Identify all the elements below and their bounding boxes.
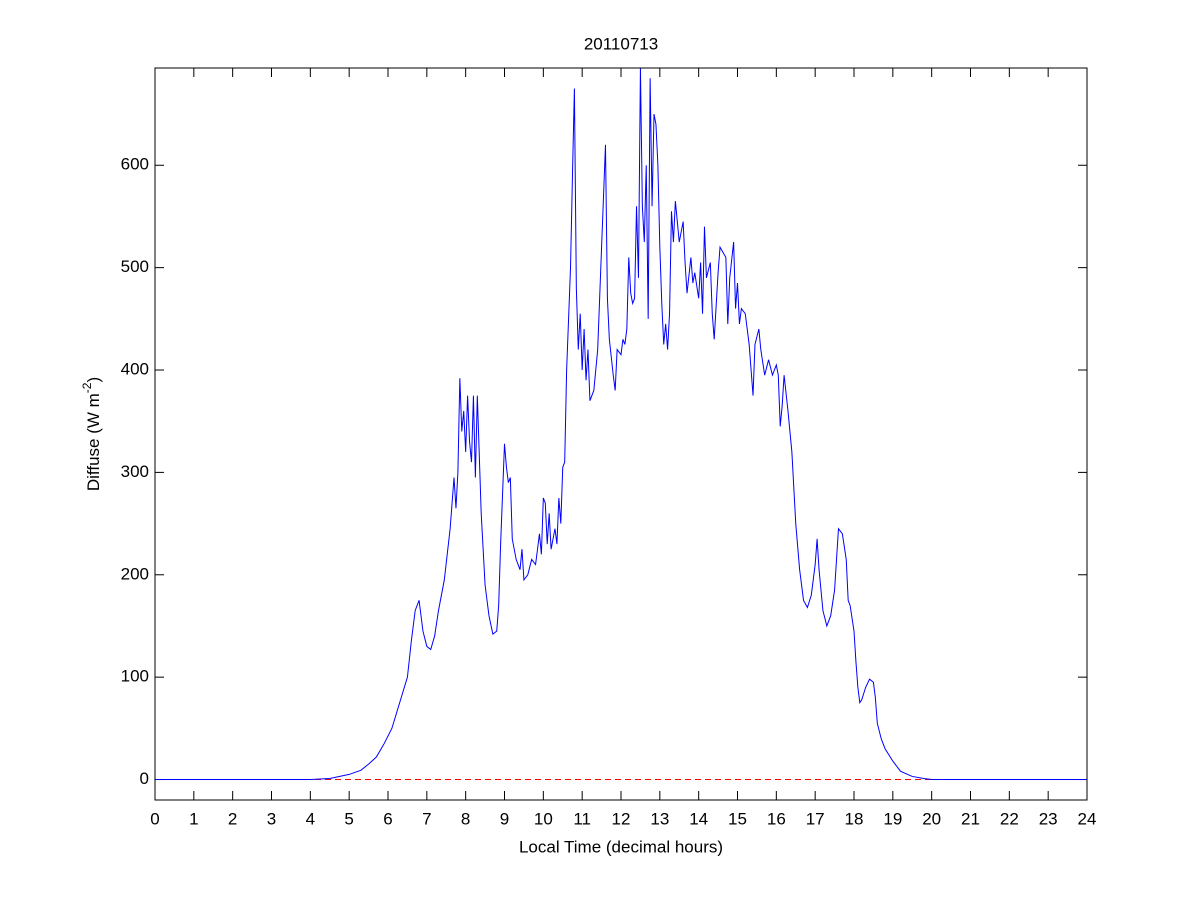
chart-title: 20110713	[584, 34, 658, 53]
y-tick-label: 300	[121, 462, 149, 481]
y-tick-label: 100	[121, 667, 149, 686]
x-tick-label: 11	[573, 809, 591, 828]
x-tick-label: 14	[689, 809, 708, 828]
y-tick-label: 600	[121, 155, 149, 174]
x-axis-label: Local Time (decimal hours)	[519, 837, 723, 856]
x-tick-label: 21	[961, 809, 980, 828]
x-tick-label: 8	[461, 809, 470, 828]
data-line	[155, 67, 1087, 781]
x-tick-label: 24	[1078, 809, 1097, 828]
x-tick-label: 20	[922, 809, 941, 828]
x-tick-label: 16	[767, 809, 786, 828]
y-axis-label: Diffuse (W m-2)	[80, 377, 103, 491]
x-tick-label: 7	[422, 809, 431, 828]
x-tick-label: 1	[189, 809, 198, 828]
axes-box	[154, 67, 1088, 801]
x-tick-label: 10	[534, 809, 553, 828]
y-tick-label: 0	[140, 769, 149, 788]
y-label-superscript: -2	[80, 382, 94, 393]
x-tick-label: 17	[806, 809, 825, 828]
x-tick-label: 23	[1039, 809, 1058, 828]
x-tick-label: 0	[150, 809, 159, 828]
y-label-text: Diffuse (W m	[84, 393, 103, 491]
x-tick-label: 6	[383, 809, 392, 828]
x-tick-label: 22	[1000, 809, 1019, 828]
x-tick-label: 4	[306, 809, 315, 828]
y-label-suffix: )	[84, 377, 103, 383]
y-tick-label: 400	[121, 359, 149, 378]
x-tick-label: 2	[228, 809, 237, 828]
x-tick-label: 12	[612, 809, 631, 828]
x-tick-label: 9	[500, 809, 509, 828]
x-tick-label: 5	[344, 809, 353, 828]
y-tick-label: 500	[121, 257, 149, 276]
x-tick-label: 15	[728, 809, 747, 828]
x-tick-label: 19	[883, 809, 902, 828]
plot-area	[155, 68, 1087, 800]
x-tick-label: 18	[845, 809, 864, 828]
x-tick-label: 3	[267, 809, 276, 828]
x-tick-label: 13	[650, 809, 669, 828]
y-tick-label: 200	[121, 564, 149, 583]
